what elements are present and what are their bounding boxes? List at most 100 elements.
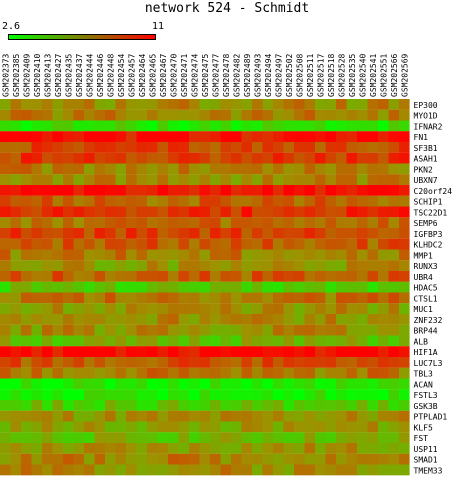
heatmap-cell [399,410,410,422]
heatmap-cell [84,357,95,368]
heatmap-cell [336,281,347,293]
heatmap-cell [136,464,148,476]
heatmap-cell [0,185,11,196]
heatmap-cell [126,206,137,218]
column-label: GSM202475 [201,53,210,97]
heatmap-cell [231,400,242,411]
heatmap-cell [105,367,116,379]
heatmap-cell [336,109,347,121]
heatmap-cell [105,410,116,422]
row-label: ZNF232 [414,316,443,325]
heatmap-cell [126,464,137,476]
heatmap-cell [10,249,22,261]
heatmap-cell [0,217,11,229]
heatmap-cell [231,152,242,164]
heatmap-cell [126,389,137,401]
heatmap-cell [115,206,127,218]
heatmap-cell [336,131,347,143]
heatmap-cell [378,206,389,218]
heatmap-cell [147,292,158,304]
heatmap-cell [210,142,221,153]
heatmap-cell [336,206,347,218]
heatmap-cell [336,410,347,422]
heatmap-cell [0,238,11,250]
heatmap-cell [399,228,410,239]
heatmap-cell [21,389,32,401]
heatmap-cell [42,346,53,358]
heatmap-cell [399,217,410,229]
heatmap-cell [220,131,232,143]
heatmap-cell [115,109,127,121]
heatmap-cell [157,142,169,153]
heatmap-cell [273,410,284,422]
heatmap-cell [21,314,32,325]
heatmap-cell [252,109,263,121]
heatmap-cell [42,292,53,304]
heatmap-cell [147,142,158,153]
heatmap-cell [367,131,379,143]
heatmap-cell [315,195,326,207]
heatmap-cell [231,346,242,358]
heatmap-cell [241,389,253,401]
heatmap-cell [325,346,337,358]
heatmap-cell [94,217,106,229]
heatmap-cell [42,303,53,315]
heatmap-cell [63,206,74,218]
heatmap-cell [346,228,358,239]
heatmap-cell [367,228,379,239]
heatmap-cell [21,195,32,207]
heatmap-cell [241,142,253,153]
heatmap-cell [52,443,64,454]
heatmap-cell [84,109,95,121]
heatmap-cell [42,152,53,164]
heatmap-cell [0,443,11,454]
heatmap-cell [189,260,200,272]
heatmap-cell [84,335,95,347]
heatmap-cell [294,131,305,143]
heatmap-cell [168,367,179,379]
heatmap-cell [136,432,148,444]
heatmap-cell [252,217,263,229]
heatmap-cell [157,324,169,336]
heatmap-cell [0,249,11,261]
row-label: MYO1D [414,112,438,121]
heatmap-cell [210,464,221,476]
heatmap-cell [84,324,95,336]
heatmap-cell [210,228,221,239]
heatmap-cell [168,217,179,229]
column-label: GSM202517 [316,53,325,97]
heatmap-cell [367,195,379,207]
heatmap-cell [252,99,263,110]
heatmap-cell [220,249,232,261]
heatmap-cell [231,120,242,132]
heatmap-cell [367,163,379,175]
heatmap-cell [399,314,410,325]
heatmap-cell [42,357,53,368]
heatmap-cell [315,443,326,454]
heatmap-cell [136,238,148,250]
heatmap-cell [105,400,116,411]
heatmap-cell [273,453,284,465]
heatmap-cell [336,389,347,401]
heatmap-cell [42,314,53,325]
heatmap-cell [304,206,316,218]
heatmap-cell [10,346,22,358]
heatmap-cell [178,142,190,153]
heatmap-cell [63,421,74,433]
row-label: LUC7L3 [414,359,443,368]
heatmap-cell [294,324,305,336]
heatmap-cell [304,400,316,411]
heatmap-cell [273,292,284,304]
heatmap-cell [63,217,74,229]
heatmap-cell [399,163,410,175]
heatmap-cell [21,378,32,390]
heatmap-cell [73,357,85,368]
heatmap-cell [210,152,221,164]
row-label: USP11 [414,445,438,454]
heatmap-cell [147,421,158,433]
heatmap-cell [388,421,400,433]
heatmap-cell [252,228,263,239]
heatmap-cell [126,228,137,239]
heatmap-cell [31,195,43,207]
heatmap-cell [178,464,190,476]
